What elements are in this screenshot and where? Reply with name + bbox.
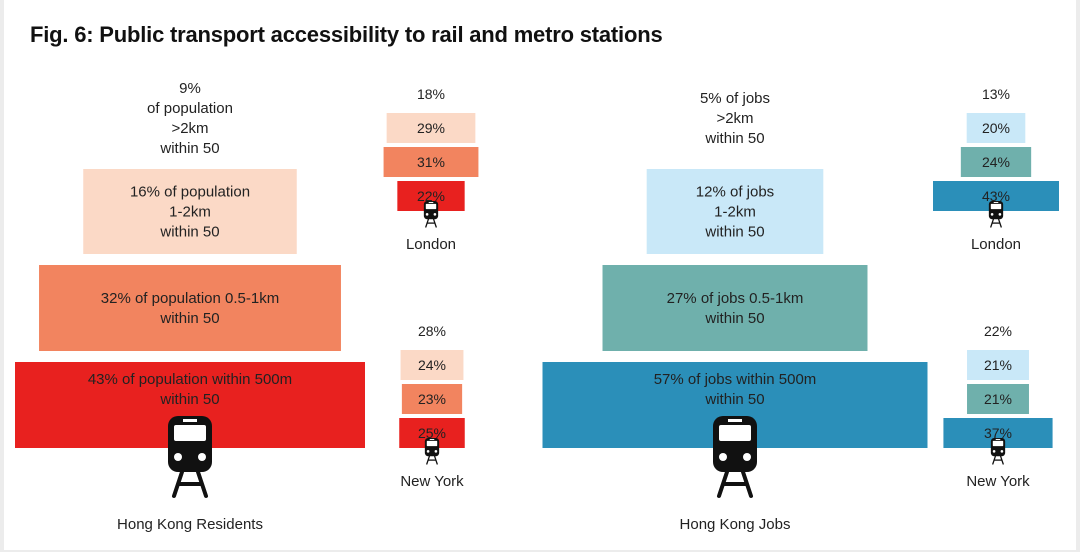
small-residents-new-york-bar-2 <box>401 384 463 414</box>
small-jobs-new-york-label-1: 21% <box>984 357 1012 373</box>
small-residents-new-york-name: New York <box>400 473 464 490</box>
small-residents-new-york-label-2: 23% <box>418 391 446 407</box>
main-hong-kong-jobs-label-2-1: within 50 <box>704 310 764 327</box>
small-residents-london-bar-2 <box>383 147 479 177</box>
main-hong-kong-residents-label-2-0: 32% of population 0.5-1km <box>101 290 279 307</box>
main-hong-kong-jobs-bar-2km <box>677 74 793 162</box>
main-hong-kong-residents-label-1-2: within 50 <box>159 224 219 241</box>
small-jobs-new-york-bar-2 <box>967 384 1029 414</box>
main-hong-kong-jobs-name: Hong Kong Jobs <box>680 516 791 533</box>
main-hong-kong-jobs-label-0-1: >2km <box>716 110 753 127</box>
main-hong-kong-jobs-bar-0-5-1km <box>602 265 868 351</box>
small-residents-new-york-bar-0 <box>395 316 469 346</box>
main-hong-kong-jobs-label-3-0: 57% of jobs within 500m <box>654 371 817 388</box>
main-hong-kong-jobs-train-icon <box>713 416 757 498</box>
main-hong-kong-jobs-label-1-2: within 50 <box>704 224 764 241</box>
main-hong-kong-residents-label-3-1: within 50 <box>159 391 219 408</box>
small-jobs-london-train-icon <box>988 201 1004 228</box>
main-hong-kong-residents-label-0-0: 9% <box>179 80 201 97</box>
main-hong-kong-jobs-label-1-1: 1-2km <box>714 204 756 221</box>
small-residents-london-name: London <box>406 236 456 253</box>
main-hong-kong-jobs-label-0-2: within 50 <box>704 130 764 147</box>
small-residents-london-bar-0 <box>403 79 459 109</box>
main-hong-kong-residents-label-1-0: 16% of population <box>130 184 250 201</box>
main-hong-kong-residents-name: Hong Kong Residents <box>117 516 263 533</box>
main-hong-kong-residents-bar-1-2km <box>83 169 297 254</box>
small-jobs-new-york-label-3: 37% <box>984 425 1012 441</box>
small-jobs-new-york-train-icon <box>990 438 1006 465</box>
main-hong-kong-residents-bar-2km <box>109 74 271 162</box>
main-hong-kong-residents-label-0-1: of population <box>147 100 233 117</box>
small-jobs-london-label-0: 13% <box>982 86 1010 102</box>
small-jobs-new-york-label-2: 21% <box>984 391 1012 407</box>
main-hong-kong-jobs-bar-1-2km <box>646 169 824 254</box>
small-jobs-new-york-bar-1 <box>967 350 1029 380</box>
small-residents-new-york-train-icon <box>424 438 440 465</box>
main-hong-kong-jobs-label-0-0: 5% of jobs <box>700 90 770 107</box>
small-residents-london-label-3: 22% <box>417 188 445 204</box>
main-hong-kong-residents-label-3-0: 43% of population within 500m <box>88 371 292 388</box>
small-jobs-london-label-3: 43% <box>982 188 1010 204</box>
small-jobs-london-label-2: 24% <box>982 154 1010 170</box>
small-jobs-london-bar-2 <box>960 147 1032 177</box>
small-residents-london-bar-1 <box>386 113 476 143</box>
small-residents-new-york-label-1: 24% <box>418 357 446 373</box>
small-jobs-london-bar-1 <box>966 113 1026 143</box>
small-jobs-london-name: London <box>971 236 1021 253</box>
main-hong-kong-jobs-label-1-0: 12% of jobs <box>696 184 774 201</box>
figure-title: Fig. 6: Public transport accessibility t… <box>30 22 663 47</box>
main-hong-kong-residents-bar-0-5-1km <box>39 265 341 351</box>
small-jobs-london-label-1: 20% <box>982 120 1010 136</box>
small-residents-new-york-label-3: 25% <box>418 425 446 441</box>
small-jobs-new-york-bar-0 <box>965 316 1031 346</box>
small-residents-london-label-1: 29% <box>417 120 445 136</box>
main-hong-kong-jobs-label-2-0: 27% of jobs 0.5-1km <box>667 290 804 307</box>
main-hong-kong-residents-train-icon <box>168 416 212 498</box>
main-hong-kong-residents-label-1-1: 1-2km <box>169 204 211 221</box>
small-residents-london-train-icon <box>423 201 439 228</box>
main-hong-kong-residents-label-2-1: within 50 <box>159 310 219 327</box>
small-residents-new-york-label-0: 28% <box>418 323 446 339</box>
small-jobs-new-york-name: New York <box>966 473 1030 490</box>
small-residents-new-york-bar-1 <box>400 350 464 380</box>
main-hong-kong-residents-label-0-3: within 50 <box>159 140 219 157</box>
main-hong-kong-jobs-label-3-1: within 50 <box>704 391 764 408</box>
small-residents-london-label-0: 18% <box>417 86 445 102</box>
small-jobs-new-york-label-0: 22% <box>984 323 1012 339</box>
main-hong-kong-residents-label-0-2: >2km <box>171 120 208 137</box>
small-residents-london-label-2: 31% <box>417 154 445 170</box>
small-jobs-london-bar-0 <box>976 79 1016 109</box>
